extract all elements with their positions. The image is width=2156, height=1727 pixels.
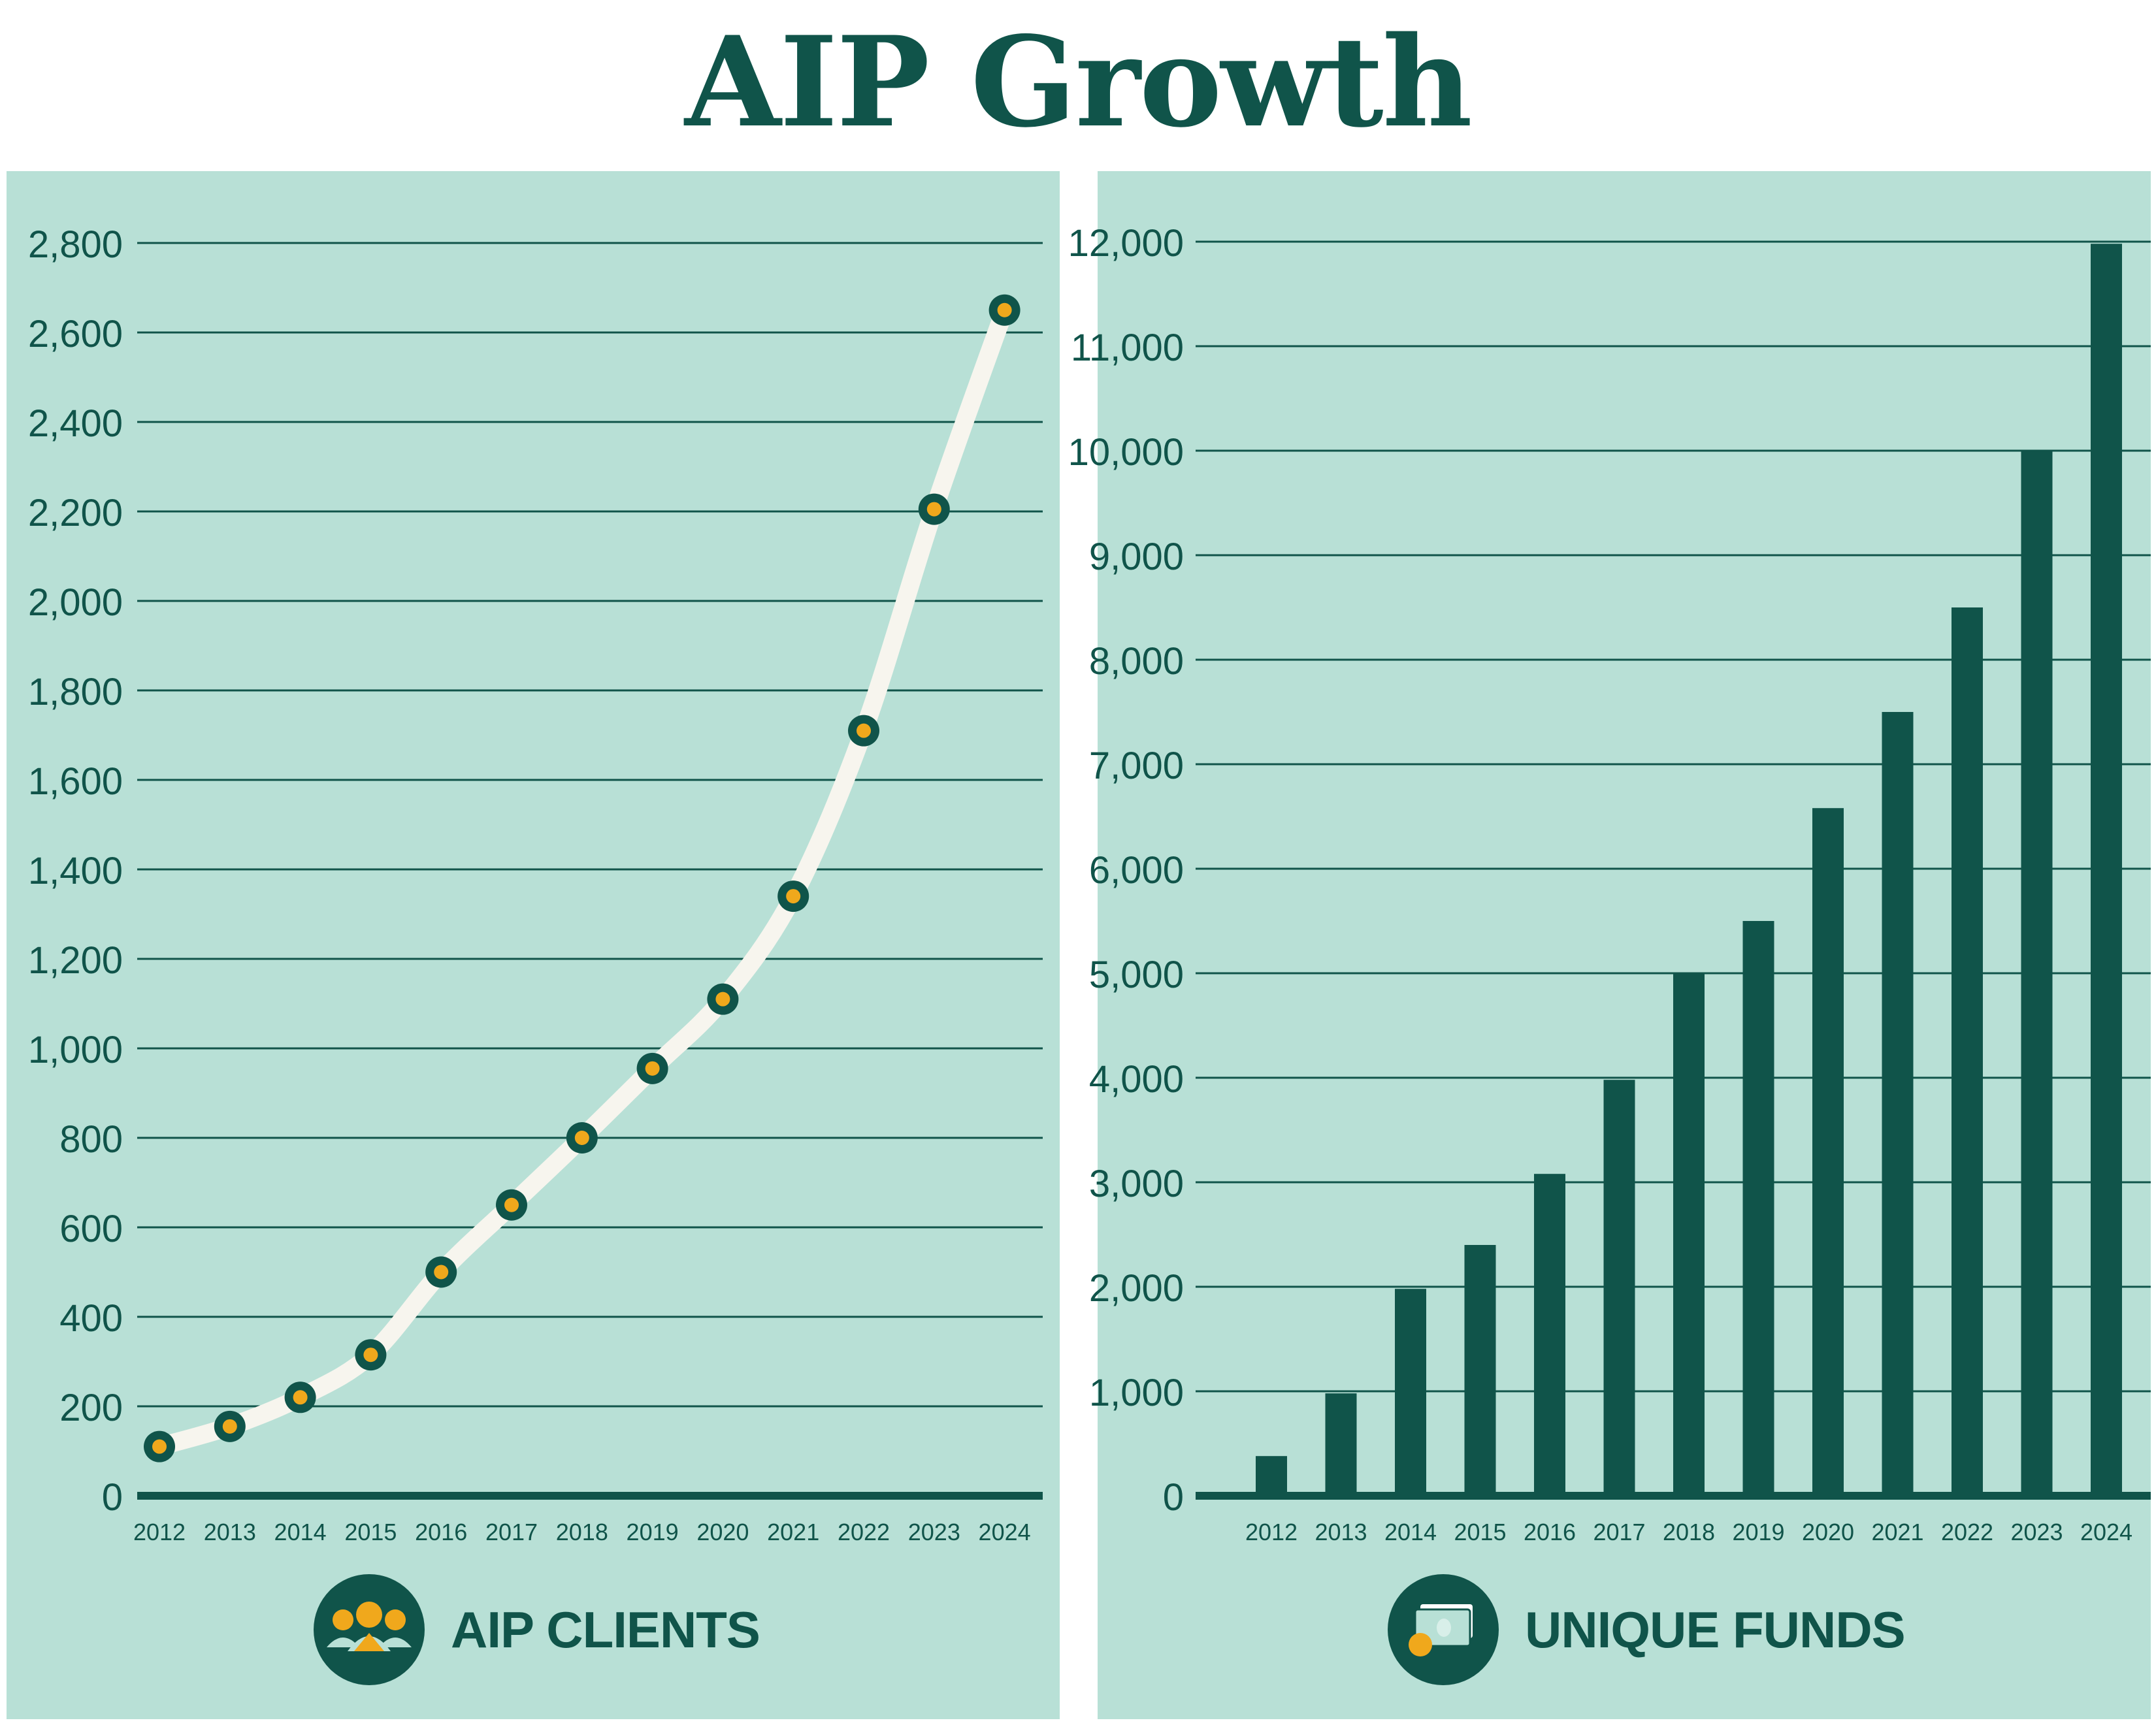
x-tick-label: 2014 [1384, 1519, 1437, 1545]
y-tick-label: 400 [59, 1297, 123, 1340]
x-tick-label: 2015 [344, 1519, 397, 1545]
data-point [363, 1348, 378, 1363]
x-tick-label: 2023 [908, 1519, 960, 1545]
series-line [150, 300, 1014, 1456]
x-tick-label: 2022 [838, 1519, 890, 1545]
bar [1952, 607, 1983, 1496]
y-tick-label: 2,000 [28, 581, 123, 624]
x-tick-label: 2019 [1732, 1519, 1784, 1545]
x-tick-label: 2014 [274, 1519, 327, 1545]
y-tick-label: 200 [59, 1387, 123, 1429]
data-point [434, 1265, 449, 1280]
bar [1603, 1080, 1635, 1496]
x-tick-label: 2013 [204, 1519, 256, 1545]
bar [1325, 1393, 1357, 1496]
y-tick-label: 2,400 [28, 402, 123, 445]
y-tick-label: 0 [1163, 1476, 1184, 1519]
y-tick-label: 7,000 [1089, 745, 1184, 787]
data-point [293, 1390, 308, 1405]
x-tick-label: 2021 [767, 1519, 819, 1545]
y-tick-label: 0 [102, 1476, 123, 1519]
data-point [997, 302, 1012, 317]
y-tick-label: 2,600 [28, 313, 123, 355]
x-tick-label: 2024 [2080, 1519, 2132, 1545]
bar [2021, 451, 2053, 1496]
bar [1742, 921, 1774, 1496]
bar [1395, 1289, 1426, 1496]
bar [1812, 808, 1844, 1496]
unique-funds-legend: UNIQUE FUNDS [1388, 1574, 1906, 1685]
y-tick-label: 1,400 [28, 850, 123, 892]
x-tick-label: 2012 [1245, 1519, 1298, 1545]
y-tick-label: 9,000 [1089, 536, 1184, 578]
y-tick-label: 2,800 [28, 223, 123, 266]
y-tick-label: 1,600 [28, 760, 123, 803]
x-tick-label: 2018 [1663, 1519, 1715, 1545]
x-tick-label: 2020 [696, 1519, 749, 1545]
y-tick-label: 11,000 [1071, 327, 1184, 369]
y-tick-label: 1,200 [28, 939, 123, 982]
x-tick-label: 2020 [1802, 1519, 1854, 1545]
x-tick-label: 2016 [1524, 1519, 1576, 1545]
y-tick-label: 3,000 [1089, 1163, 1184, 1205]
x-tick-label: 2022 [1941, 1519, 1993, 1545]
bar [1673, 973, 1705, 1496]
y-tick-label: 1,000 [28, 1029, 123, 1071]
unique-funds-label: UNIQUE FUNDS [1525, 1600, 1906, 1658]
y-tick-label: 8,000 [1089, 640, 1184, 683]
bar [1464, 1245, 1496, 1496]
aip-clients-legend: AIP CLIENTS [314, 1574, 760, 1685]
bar [1534, 1174, 1565, 1496]
x-tick-label: 2017 [485, 1519, 538, 1545]
x-tick-label: 2019 [627, 1519, 679, 1545]
bar [1882, 712, 1914, 1496]
bar [2091, 244, 2122, 1496]
data-point [857, 723, 871, 738]
people-group-icon [314, 1574, 425, 1685]
x-tick-label: 2024 [979, 1519, 1031, 1545]
data-point [504, 1197, 519, 1212]
x-tick-label: 2016 [415, 1519, 467, 1545]
x-tick-label: 2018 [556, 1519, 608, 1545]
data-point [645, 1061, 660, 1076]
y-tick-label: 600 [59, 1208, 123, 1250]
x-tick-label: 2013 [1315, 1519, 1367, 1545]
money-stack-icon [1388, 1574, 1499, 1685]
x-tick-label: 2023 [2010, 1519, 2063, 1545]
data-point [152, 1439, 167, 1454]
y-tick-label: 10,000 [1068, 431, 1184, 474]
data-point [786, 889, 801, 904]
y-tick-label: 6,000 [1089, 849, 1184, 892]
data-point [222, 1419, 237, 1434]
y-tick-label: 2,000 [1089, 1267, 1184, 1310]
x-tick-label: 2012 [133, 1519, 186, 1545]
y-tick-label: 12,000 [1068, 222, 1184, 265]
aip-clients-label: AIP CLIENTS [451, 1600, 760, 1658]
x-tick-label: 2021 [1871, 1519, 1923, 1545]
y-tick-label: 2,200 [28, 492, 123, 534]
y-tick-label: 1,800 [28, 671, 123, 713]
y-tick-label: 5,000 [1089, 954, 1184, 996]
y-tick-label: 1,000 [1089, 1372, 1184, 1414]
data-point [574, 1131, 589, 1145]
data-point [926, 502, 941, 517]
y-tick-label: 800 [59, 1118, 123, 1161]
aip-clients-panel [7, 171, 1060, 1719]
data-point [715, 992, 730, 1007]
x-tick-label: 2017 [1593, 1519, 1645, 1545]
page-title: AIP Growth [685, 8, 1473, 155]
bar [1256, 1456, 1287, 1496]
x-tick-label: 2015 [1454, 1519, 1506, 1545]
y-tick-label: 4,000 [1089, 1058, 1184, 1101]
